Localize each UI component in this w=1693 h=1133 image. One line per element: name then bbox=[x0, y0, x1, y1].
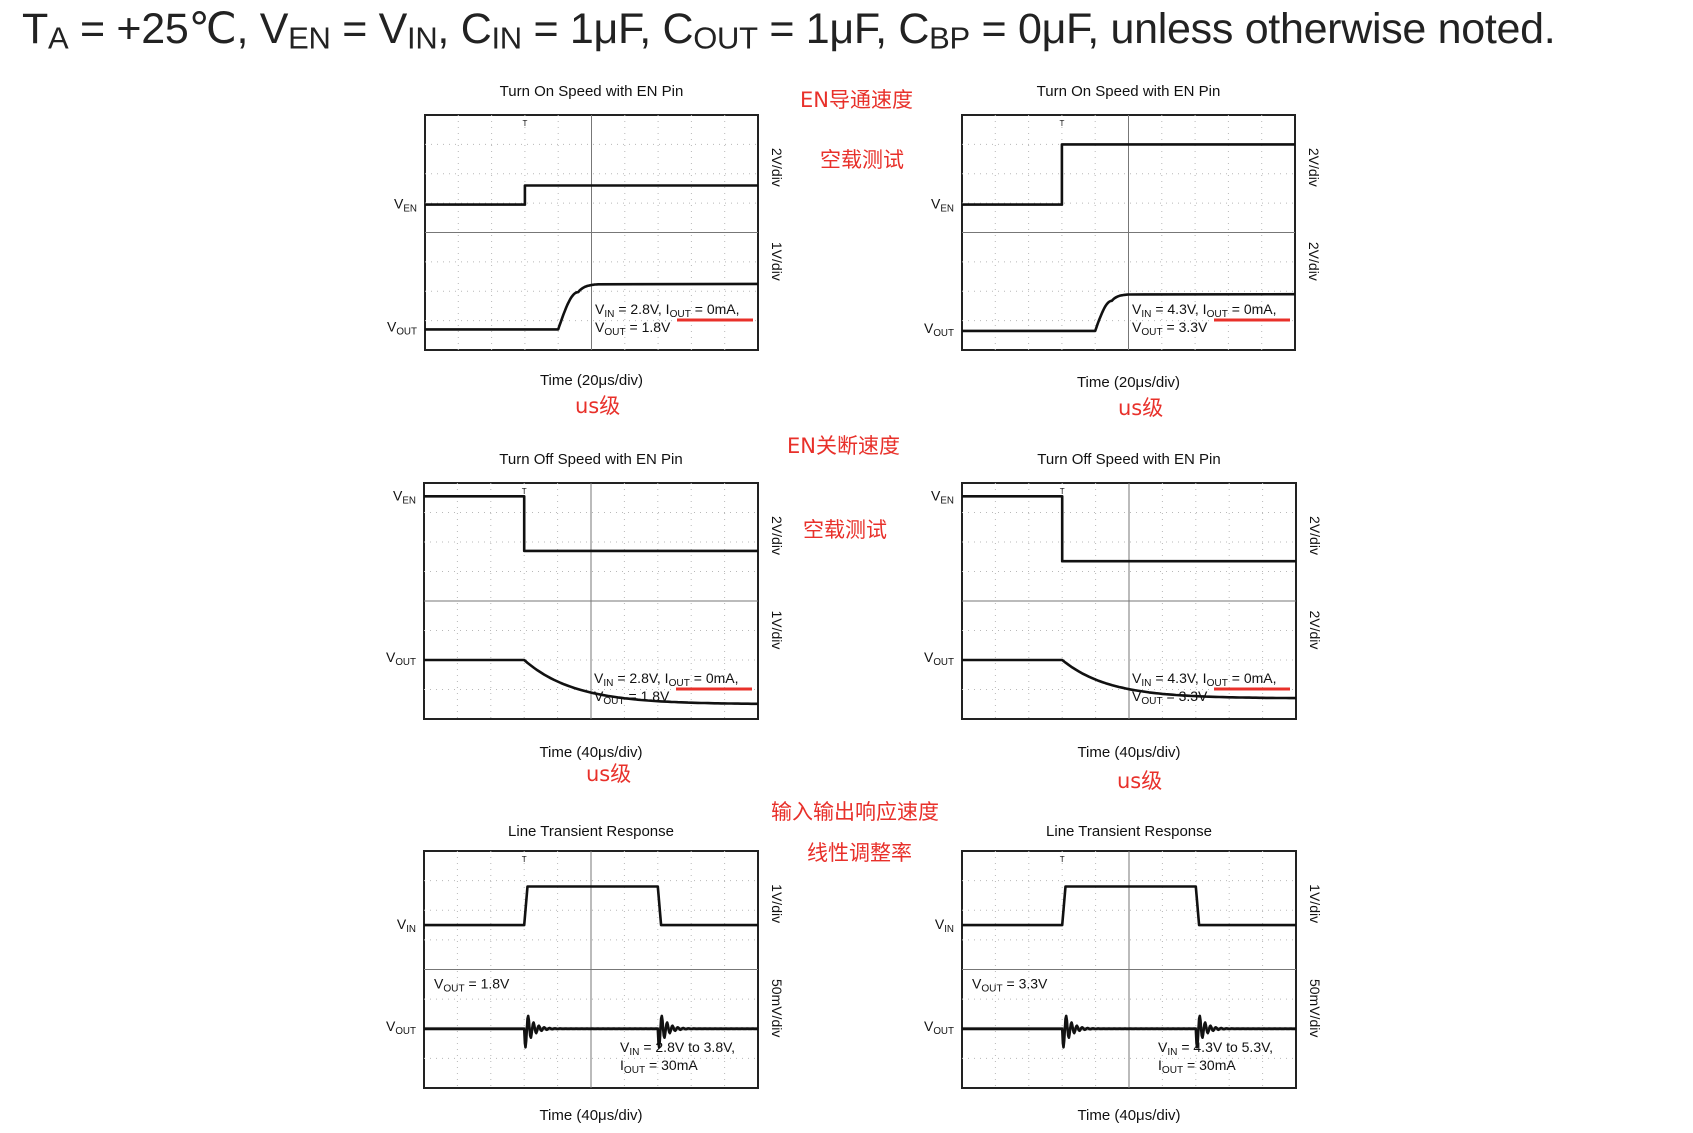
condition-line-1: VIN = 4.3V, IOUT = 0mA, bbox=[1132, 301, 1277, 320]
annotation-us-level-4: us级 bbox=[1117, 769, 1163, 793]
header-subscript: A bbox=[47, 20, 69, 56]
lower-scale-label: 1V/div bbox=[769, 610, 785, 649]
annotation-no-load-test-2: 空载测试 bbox=[803, 518, 887, 542]
chart-title: Turn On Speed with EN Pin bbox=[1037, 83, 1221, 100]
annotation-io-response-speed: 输入输出响应速度 bbox=[771, 800, 939, 824]
condition-line-2: VOUT = 1.8V bbox=[594, 688, 670, 707]
condition-line-2: VOUT = 1.8V bbox=[595, 319, 671, 338]
lower-channel-label: VOUT bbox=[924, 1018, 954, 1037]
chart-title: Line Transient Response bbox=[508, 823, 674, 840]
x-axis-label: Time (20μs/div) bbox=[540, 372, 643, 389]
upper-scale-label: 2V/div bbox=[1306, 148, 1322, 187]
trigger-marker: T bbox=[1059, 119, 1064, 128]
header-text: = V bbox=[330, 5, 408, 53]
lower-trace-vout bbox=[423, 1014, 759, 1049]
lower-trace-vout bbox=[961, 1014, 1297, 1049]
vout-label: VOUT = 1.8V bbox=[434, 976, 510, 995]
annotation-us-level-2: us级 bbox=[1118, 396, 1164, 420]
chart-title: Turn Off Speed with EN Pin bbox=[499, 451, 682, 468]
x-axis-label: Time (40μs/div) bbox=[539, 744, 642, 761]
upper-trace-vin bbox=[962, 885, 1296, 927]
lower-scale-label: 2V/div bbox=[1306, 242, 1322, 281]
lower-scale-label: 1V/div bbox=[769, 242, 785, 281]
condition-line-2: VOUT = 3.3V bbox=[1132, 688, 1208, 707]
lower-trace-vout bbox=[962, 658, 1296, 700]
condition-line-1: VIN = 2.8V to 3.8V, bbox=[620, 1039, 735, 1058]
upper-scale-label: 1V/div bbox=[1307, 884, 1323, 923]
annotation-en-off-speed: EN关断速度 bbox=[787, 434, 900, 458]
header-text: , C bbox=[437, 5, 492, 53]
chart-title: Turn On Speed with EN Pin bbox=[500, 83, 684, 100]
condition-line-1: VIN = 2.8V, IOUT = 0mA, bbox=[594, 670, 739, 689]
upper-channel-label: VEN bbox=[394, 196, 417, 215]
upper-trace-ven bbox=[424, 495, 758, 553]
upper-trace-vin bbox=[424, 885, 758, 927]
trigger-marker: T bbox=[1060, 855, 1065, 864]
header-subscript: OUT bbox=[693, 20, 758, 56]
x-axis-label: Time (40μs/div) bbox=[539, 1107, 642, 1124]
lower-channel-label: VOUT bbox=[386, 1018, 416, 1037]
upper-channel-label: VEN bbox=[393, 487, 416, 506]
annotation-line-regulation: 线性调整率 bbox=[807, 841, 912, 865]
trigger-marker: T bbox=[522, 119, 527, 128]
header-subscript: IN bbox=[491, 20, 522, 56]
lower-channel-label: VOUT bbox=[924, 649, 954, 668]
upper-scale-label: 2V/div bbox=[769, 148, 785, 187]
vout-label: VOUT = 3.3V bbox=[972, 976, 1048, 995]
lower-scale-label: 2V/div bbox=[1307, 610, 1323, 649]
header-text: T bbox=[22, 5, 48, 53]
trigger-marker: T bbox=[1060, 487, 1065, 496]
upper-scale-label: 2V/div bbox=[1307, 516, 1323, 555]
annotation-en-on-speed: EN导通速度 bbox=[800, 88, 913, 112]
upper-channel-label: VIN bbox=[397, 916, 416, 935]
upper-channel-label: VIN bbox=[935, 916, 954, 935]
trigger-marker: T bbox=[522, 487, 527, 496]
annotation-no-load-test-1: 空载测试 bbox=[820, 148, 904, 172]
test-conditions-header: TA = +25℃, VEN = VIN, CIN = 1μF, COUT = … bbox=[22, 4, 1556, 57]
upper-channel-label: VEN bbox=[931, 487, 954, 506]
trigger-marker: T bbox=[522, 855, 527, 864]
lower-channel-label: VOUT bbox=[924, 320, 954, 339]
condition-line-2: VOUT = 3.3V bbox=[1132, 319, 1208, 338]
lower-trace-vout bbox=[424, 658, 758, 706]
noise-band bbox=[424, 1026, 758, 1031]
header-text: = 1μF, C bbox=[757, 5, 930, 53]
x-axis-label: Time (20μs/div) bbox=[1077, 374, 1180, 391]
chart-title: Turn Off Speed with EN Pin bbox=[1037, 451, 1220, 468]
condition-line-1: VIN = 4.3V to 5.3V, bbox=[1158, 1039, 1273, 1058]
condition-line-2: IOUT = 30mA bbox=[1158, 1057, 1236, 1076]
header-text: = 1μF, C bbox=[521, 5, 694, 53]
lower-channel-label: VOUT bbox=[386, 649, 416, 668]
header-text: = 0μF, unless otherwise noted. bbox=[969, 5, 1556, 53]
upper-trace-ven bbox=[962, 143, 1295, 206]
condition-line-1: VIN = 4.3V, IOUT = 0mA, bbox=[1132, 670, 1277, 689]
lower-trace-vout bbox=[425, 282, 759, 331]
condition-line-1: VIN = 2.8V, IOUT = 0mA, bbox=[595, 301, 740, 320]
upper-channel-label: VEN bbox=[931, 196, 954, 215]
header-subscript: IN bbox=[407, 20, 438, 56]
noise-band bbox=[962, 1026, 1296, 1031]
x-axis-label: Time (40μs/div) bbox=[1077, 1107, 1180, 1124]
upper-trace-ven bbox=[962, 495, 1296, 563]
lower-scale-label: 50mV/div bbox=[769, 979, 785, 1037]
upper-trace-ven bbox=[425, 184, 758, 206]
header-text: = +25℃, V bbox=[68, 5, 289, 53]
annotation-us-level-1: us级 bbox=[575, 394, 621, 418]
lower-channel-label: VOUT bbox=[387, 318, 417, 337]
upper-scale-label: 2V/div bbox=[769, 516, 785, 555]
upper-scale-label: 1V/div bbox=[769, 884, 785, 923]
lower-trace-vout bbox=[962, 292, 1296, 333]
x-axis-label: Time (40μs/div) bbox=[1077, 744, 1180, 761]
annotation-us-level-3: us级 bbox=[586, 762, 632, 786]
header-subscript: BP bbox=[929, 20, 970, 56]
header-subscript: EN bbox=[288, 20, 331, 56]
condition-line-2: IOUT = 30mA bbox=[620, 1057, 698, 1076]
lower-scale-label: 50mV/div bbox=[1307, 979, 1323, 1037]
chart-title: Line Transient Response bbox=[1046, 823, 1212, 840]
